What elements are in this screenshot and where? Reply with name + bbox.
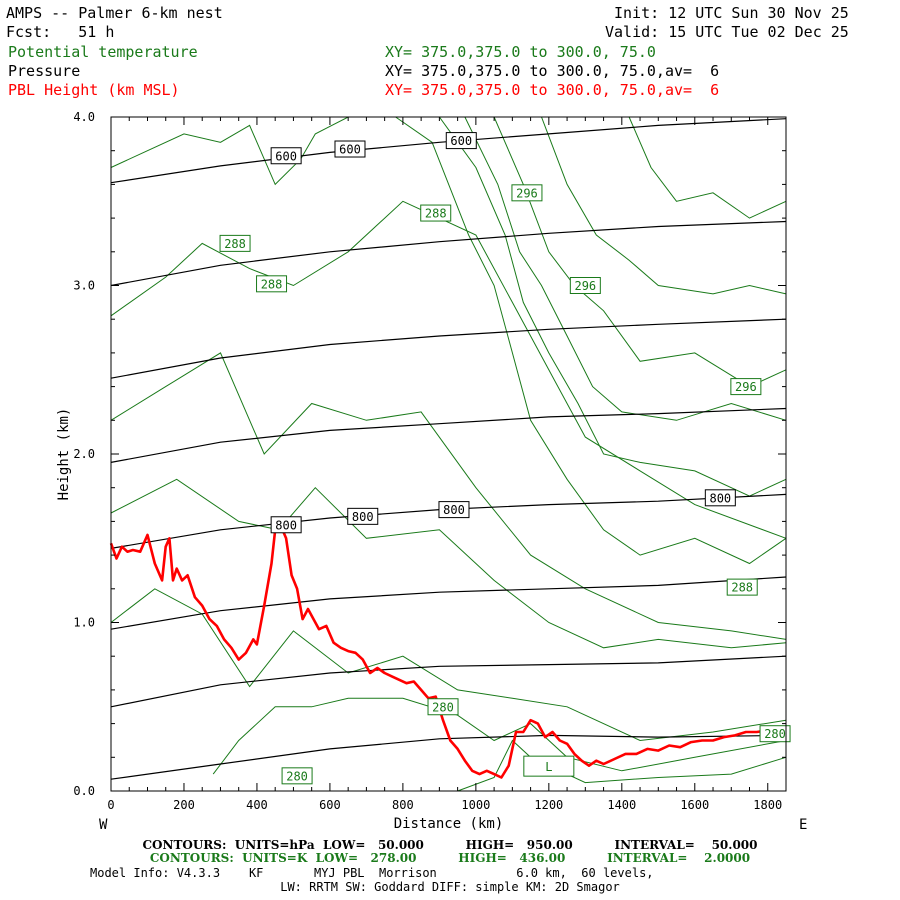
svg-text:800: 800 xyxy=(352,510,374,524)
field-pressure-label: Pressure xyxy=(8,62,81,80)
pressure-contour-label: 800 xyxy=(704,489,736,507)
svg-text:600: 600 xyxy=(339,143,361,157)
west-label: W xyxy=(99,817,108,833)
pressure-contour-6 xyxy=(110,220,787,287)
svg-text:280: 280 xyxy=(764,727,786,741)
pressure-contour-1 xyxy=(110,655,787,708)
pressure-contour-4 xyxy=(110,407,787,463)
theta-contour-0 xyxy=(110,200,787,539)
theta-contour-label: 296 xyxy=(569,277,601,294)
svg-text:600: 600 xyxy=(275,149,297,163)
east-label: E xyxy=(799,817,807,833)
init-time: Init: 12 UTC Sun 30 Nov 25 xyxy=(614,4,849,22)
theta-contour-10 xyxy=(541,116,787,295)
svg-text:800: 800 xyxy=(443,503,465,517)
xy-pressure: XY= 375.0,375.0 to 300.0, 75.0,av= 6 xyxy=(385,62,720,80)
theta-contour-2 xyxy=(110,478,787,649)
x-tick-label: 800 xyxy=(392,798,414,812)
y-tick-label: 4.0 xyxy=(73,110,95,124)
svg-text:288: 288 xyxy=(425,207,447,221)
pressure-contour-label: 600 xyxy=(334,140,366,158)
field-pbl-label: PBL Height (km MSL) xyxy=(8,81,180,99)
x-tick-label: 600 xyxy=(319,798,341,812)
theta-contour-label: 280 xyxy=(759,725,791,743)
x-tick-label: 0 xyxy=(107,798,114,812)
svg-text:600: 600 xyxy=(450,134,472,148)
y-axis-label: Height (km) xyxy=(56,408,72,501)
svg-text:800: 800 xyxy=(709,491,731,505)
theta-contour-label: 296 xyxy=(511,184,543,202)
svg-text:296: 296 xyxy=(516,186,538,200)
pressure-contour-label: 600 xyxy=(445,132,477,150)
axes: 0 200 400 600 800 1000 1200 1400 1600 1800 0.0 1.0 2… xyxy=(73,110,786,812)
theta-contour-label: 296 xyxy=(730,378,762,396)
pressure-contour-2 xyxy=(110,576,787,630)
svg-text:800: 800 xyxy=(275,518,297,532)
field-theta-label: Potential temperature xyxy=(8,43,198,61)
svg-text:280: 280 xyxy=(286,769,308,783)
svg-text:296: 296 xyxy=(574,279,596,293)
theta-contour-7 xyxy=(438,116,787,497)
theta-contour-8 xyxy=(464,116,787,421)
theta-contour-9 xyxy=(493,116,787,388)
x-tick-label: 200 xyxy=(173,798,195,812)
theta-contour-label: 288 xyxy=(420,204,452,222)
x-tick-label: 1000 xyxy=(461,798,490,812)
footer-model-info: Model Info: V4.3.3 KF MYJ PBL Morrison 6… xyxy=(90,866,654,880)
y-tick-label: 1.0 xyxy=(73,616,95,630)
y-tick-label: 3.0 xyxy=(73,279,95,293)
x-tick-label: 1200 xyxy=(534,798,563,812)
svg-text:L: L xyxy=(545,760,552,774)
theta-contour-label: 288 xyxy=(256,275,288,293)
footer-physics-info: LW: RRTM SW: Goddard DIFF: simple KM: 2D… xyxy=(280,880,620,894)
pressure-contour-label: 600 xyxy=(270,147,302,165)
svg-text:288: 288 xyxy=(731,581,753,595)
svg-text:280: 280 xyxy=(432,700,454,714)
svg-text:296: 296 xyxy=(735,380,757,394)
svg-text:288: 288 xyxy=(224,237,246,251)
theta-contour-11 xyxy=(628,116,787,219)
pressure-contours xyxy=(110,118,787,780)
pressure-contour-label: 800 xyxy=(438,501,470,519)
theta-contour-label: 288 xyxy=(219,234,251,252)
theta-contour-label: 288 xyxy=(726,578,758,596)
xy-theta: XY= 375.0,375.0 to 300.0, 75.0 xyxy=(385,43,656,61)
y-tick-label: 0.0 xyxy=(73,784,95,798)
x-axis-label: Distance (km) xyxy=(394,816,504,832)
forecast-hour: Fcst: 51 h xyxy=(6,23,115,41)
title: AMPS -- Palmer 6-km nest xyxy=(6,4,223,22)
footer-theta-contours: CONTOURS: UNITS=K LOW= 278.00 HIGH= 436.… xyxy=(149,851,751,865)
x-tick-label: 1800 xyxy=(753,798,782,812)
xy-pbl: XY= 375.0,375.0 to 300.0, 75.0,av= 6 xyxy=(385,81,720,99)
x-tick-label: 1400 xyxy=(607,798,636,812)
valid-time: Valid: 15 UTC Tue 02 Dec 25 xyxy=(605,23,849,41)
theta-contour-1 xyxy=(110,352,787,640)
theta-contour-label: 280 xyxy=(427,698,459,716)
footer-pressure-contours: CONTOURS: UNITS=hPa LOW= 50.000 HIGH= 95… xyxy=(142,838,758,852)
x-tick-label: 400 xyxy=(246,798,268,812)
x-tick-label: 1600 xyxy=(680,798,709,812)
contour-labels: 600 600 600 800 800 800 800 296 296 296 288 288 288 2… xyxy=(219,132,791,785)
pressure-contour-label: 800 xyxy=(270,516,302,534)
theta-contour-12 xyxy=(110,116,385,186)
theta-contour-label: 280 xyxy=(281,767,313,785)
pbl-height-line xyxy=(109,525,787,779)
pressure-contour-5 xyxy=(110,318,787,379)
y-tick-label: 2.0 xyxy=(73,447,95,461)
pbl-series xyxy=(109,525,787,779)
pressure-contour-0 xyxy=(110,734,787,780)
pressure-contour-7 xyxy=(110,118,787,184)
low-marker: L xyxy=(523,755,575,777)
svg-text:288: 288 xyxy=(261,277,283,291)
pressure-contour-label: 800 xyxy=(347,507,379,525)
theta-contour-6 xyxy=(395,116,787,565)
